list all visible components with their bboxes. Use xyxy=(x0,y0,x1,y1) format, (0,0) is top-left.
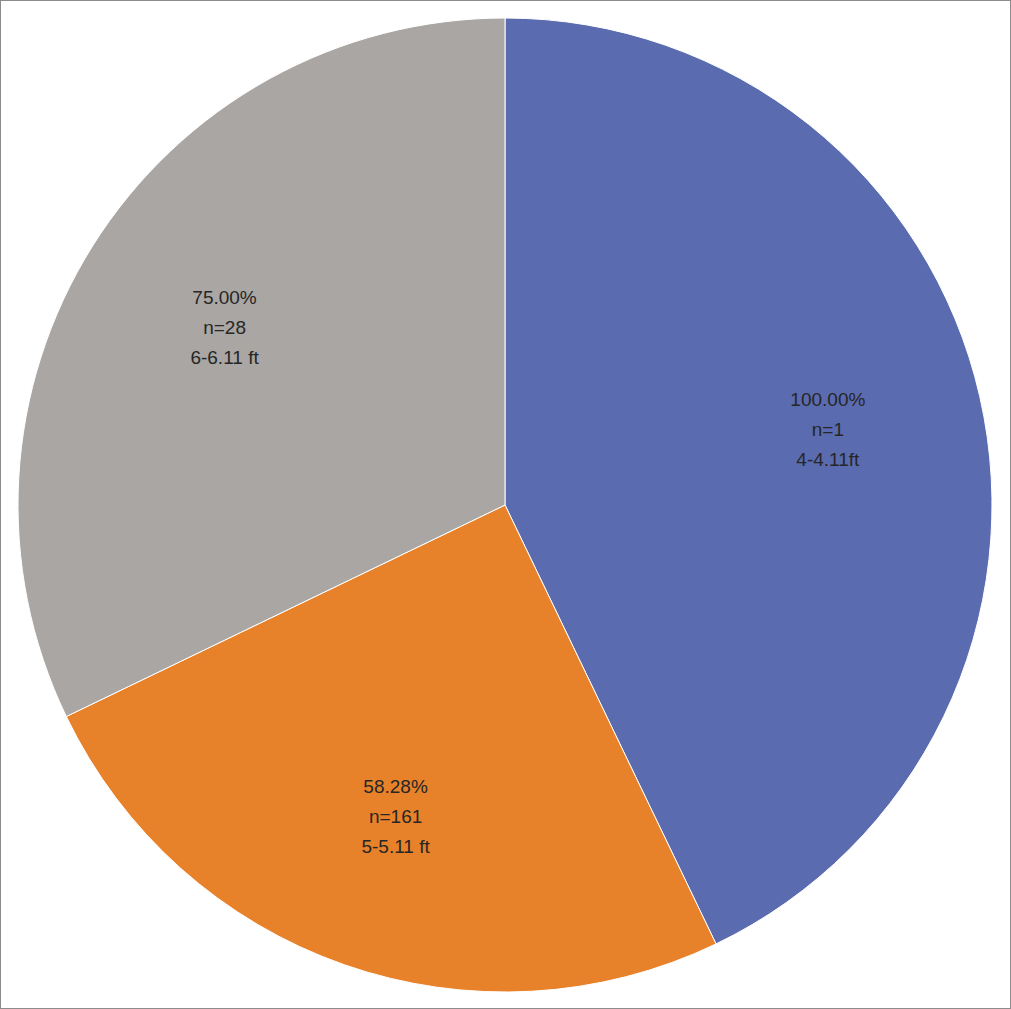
category-label: 6-6.11 ft xyxy=(190,347,259,368)
category-label: 5-5.11 ft xyxy=(361,836,430,857)
category-label: 4-4.11ft xyxy=(796,449,860,470)
pie-slice xyxy=(18,18,505,717)
count-label: n=28 xyxy=(203,317,246,338)
value-label: 100.00% xyxy=(790,389,865,410)
labels: 100.00% n=1 4-4.11ft 58.28% n=161 5-5.11 ft 75… xyxy=(190,287,865,857)
count-label: n=1 xyxy=(812,419,844,440)
frame xyxy=(1,1,1011,1009)
value-label: 75.00% xyxy=(192,287,257,308)
chart-canvas: 100.00% n=1 4-4.11ft 58.28% n=161 5-5.11 ft 75… xyxy=(0,0,1011,1009)
slices xyxy=(18,18,992,992)
count-label: n=161 xyxy=(369,806,422,827)
value-label: 58.28% xyxy=(363,776,428,797)
